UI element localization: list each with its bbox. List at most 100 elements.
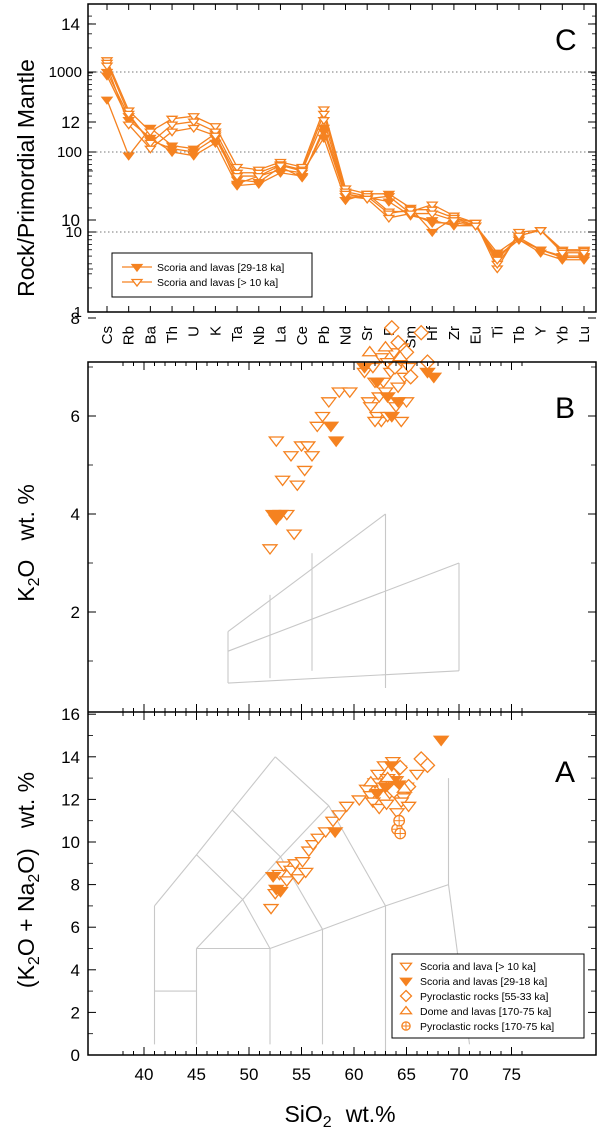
- b-point-0-35: [392, 416, 410, 428]
- c-series-line-1: [106, 75, 584, 259]
- b-point-0-6-shape: [288, 480, 306, 492]
- c-point-5-0-shape: [100, 62, 114, 71]
- b-point-1-4-shape: [327, 436, 345, 448]
- c-point-5-12-shape: [360, 195, 374, 204]
- b-point-0-1-shape: [267, 436, 285, 448]
- c-point-0-0: [100, 96, 114, 105]
- a-ticks: 0 2 4 6 8 10 12 14 16 40 45 50 55 60 65 70 75: [61, 705, 596, 1084]
- c-ytick-label-1: 10: [65, 224, 82, 241]
- c-point-5-10-shape: [317, 117, 331, 126]
- c-point-5-11-shape: [339, 190, 352, 199]
- c-point-5-7: [252, 172, 266, 182]
- b-point-0-9-shape: [299, 441, 317, 453]
- a-point-0-0-shape: [262, 903, 280, 915]
- a-legend-label-4: Dome and lavas [170-75 ka]: [420, 1006, 551, 1018]
- b-point-0-8: [296, 465, 313, 477]
- c-point-4-10-shape: [317, 110, 331, 119]
- a-point-0-16: [338, 801, 355, 813]
- b-point-1-4: [327, 436, 345, 448]
- c-point-4-13: [382, 210, 396, 219]
- b-point-0-9: [299, 441, 317, 453]
- c-point-0-0-shape: [100, 96, 114, 105]
- a-point-0-8-shape: [294, 857, 311, 868]
- b-ticks: 2 4 6 8 10 12 14: [61, 15, 596, 712]
- c-point-5-21: [556, 249, 569, 258]
- b-point-1-9-shape: [389, 397, 407, 409]
- c-point-5-1: [122, 121, 135, 130]
- a-x-title-main: SiO: [284, 1101, 322, 1127]
- a-legend-symbol-1-shape: [399, 977, 413, 987]
- c-ytick-label-2: 100: [57, 144, 82, 161]
- a-point-0-36-shape: [400, 801, 417, 813]
- b-point-0-37-shape: [366, 416, 384, 428]
- c-point-5-8-shape: [274, 162, 287, 171]
- c-category-label-6: Ta: [229, 325, 246, 342]
- a-ytick-label-2: 4: [71, 961, 80, 980]
- b-point-0-15: [341, 387, 359, 399]
- b-point-0-5-shape: [285, 529, 303, 541]
- a-point-0-12-shape: [309, 833, 327, 845]
- c-point-5-14: [404, 210, 417, 219]
- a-xtick-label-3: 55: [292, 1065, 311, 1084]
- b-point-0-2: [274, 475, 291, 487]
- b-data-points: [261, 319, 443, 556]
- c-category-label-12: Sr: [359, 326, 376, 341]
- a-legend: Scoria and lava [> 10 ka] Scoria and lav…: [391, 953, 585, 1039]
- c-legend-symbol-1: [130, 278, 144, 288]
- a-point-3-1: [379, 771, 396, 783]
- b-point-2-0-shape: [383, 319, 400, 336]
- c-point-2-13: [382, 198, 396, 207]
- b-point-0-10-shape: [303, 451, 321, 462]
- c-point-3-4: [187, 113, 201, 122]
- c-point-5-19: [512, 232, 526, 241]
- a-x-title-sub: 2: [323, 1114, 332, 1131]
- c-category-label-11: Nd: [338, 326, 355, 345]
- b-point-0-11: [308, 421, 326, 433]
- c-point-0-1: [122, 152, 135, 161]
- c-point-4-1-shape: [122, 110, 135, 119]
- a-boundary-line-22: [231, 809, 281, 858]
- b-point-2-5: [402, 368, 419, 385]
- a-point-0-34-shape: [388, 808, 406, 819]
- a-xtick-label-1: 45: [187, 1065, 206, 1084]
- c-category-label-20: Y: [533, 326, 550, 336]
- b-point-0-6: [288, 480, 306, 492]
- c-series-line-2: [106, 71, 584, 257]
- c-point-5-15: [425, 210, 439, 219]
- a-y-title-mid: O + Na: [13, 882, 39, 956]
- a-legend-box: [391, 953, 585, 1039]
- b-point-3-2-shape: [391, 350, 409, 362]
- a-y-axis-title: (K2O + Na2O)wt. %: [13, 772, 43, 988]
- a-point-0-32-shape: [370, 803, 388, 815]
- c-point-4-2: [144, 139, 157, 149]
- a-point-1-0-shape: [264, 871, 282, 883]
- b-point-1-11-shape: [425, 372, 443, 384]
- a-point-4-2: [394, 827, 407, 840]
- a-point-0-8: [294, 857, 311, 868]
- b-point-1-3: [322, 421, 340, 433]
- c-category-label-19: Tb: [511, 326, 528, 344]
- b-point-0-38-shape: [362, 402, 380, 413]
- a-boundary-line-5: [328, 805, 386, 907]
- a-point-0-36: [400, 801, 417, 813]
- a-point-1-5: [377, 782, 394, 794]
- c-point-5-16: [447, 217, 461, 226]
- a-legend-symbol-0: [399, 962, 413, 972]
- c-point-2-4: [187, 148, 201, 158]
- c-series-line-5: [106, 65, 584, 261]
- c-point-5-9: [295, 167, 309, 177]
- c-point-5-2-shape: [144, 145, 157, 154]
- c-legend-label-1: Scoria and lavas [29-18 ka]: [157, 262, 284, 274]
- b-point-0-39: [400, 362, 417, 374]
- b-ytick-label-4: 10: [61, 211, 80, 230]
- c-category-label-4: U: [186, 326, 203, 337]
- c-point-5-11: [339, 190, 352, 199]
- b-point-3-2: [391, 350, 409, 362]
- b-point-1-6-shape: [368, 377, 386, 389]
- b-y-title-sub: 2: [26, 577, 43, 586]
- c-category-label-5: K: [207, 326, 224, 336]
- a-point-0-14: [324, 816, 342, 828]
- a-x-title-rest: wt.%: [345, 1101, 396, 1127]
- a-point-0-37-shape: [408, 769, 426, 781]
- b-point-3-1-shape: [377, 340, 394, 352]
